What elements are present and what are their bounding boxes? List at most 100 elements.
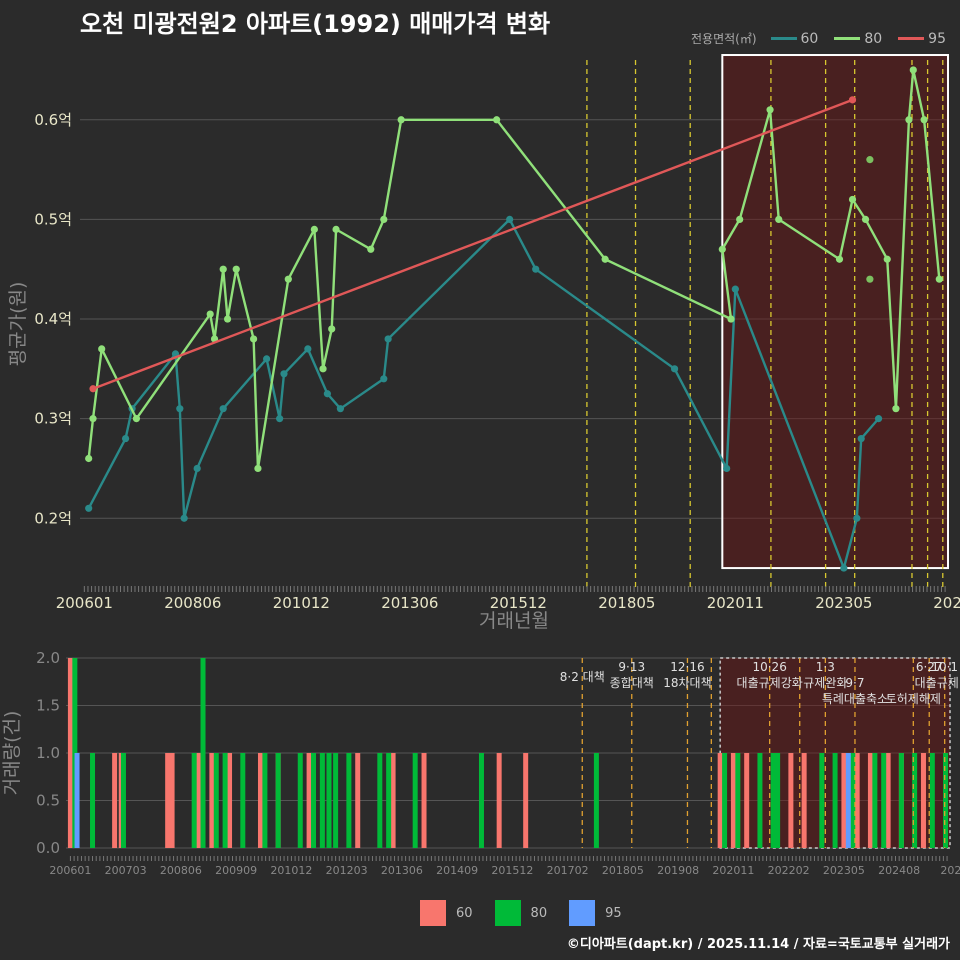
legend-item-95: 95 <box>894 31 946 47</box>
volume-bar-80 <box>200 658 206 848</box>
price-x-tick: 2025 <box>933 594 960 612</box>
price-point-80 <box>848 195 857 204</box>
volume-x-tick: 200909 <box>215 864 257 877</box>
volume-bar-60 <box>920 753 926 848</box>
policy-annotation: 12·16 <box>670 660 704 674</box>
chart-title: 오천 미광전원2 아파트(1992) 매매가격 변화 <box>80 10 551 38</box>
vol-legend-label-80: 80 <box>530 905 548 921</box>
price-point-80 <box>601 255 609 263</box>
volume-bar-80 <box>90 753 96 848</box>
price-point-80 <box>775 215 783 223</box>
price-point-80 <box>397 116 405 124</box>
legend-item-60: 60 <box>767 30 819 47</box>
volume-bar-60 <box>523 753 529 848</box>
volume-bar-60 <box>717 753 723 848</box>
price-point-60 <box>840 564 848 572</box>
price-y-tick: 0.4억 <box>34 310 72 328</box>
volume-bar-60 <box>390 753 396 848</box>
volume-x-tick: 201908 <box>657 864 699 877</box>
price-point-80 <box>718 245 726 253</box>
volume-bar-60 <box>257 753 263 848</box>
price-point-60 <box>532 265 540 273</box>
volume-bar-60 <box>196 753 202 848</box>
vol-legend-item-80: 80 <box>494 900 548 926</box>
volume-x-tick: 200806 <box>160 864 202 877</box>
volume-bar-80 <box>120 753 126 848</box>
volume-bar-80 <box>326 753 332 848</box>
price-point-80 <box>250 335 258 343</box>
price-x-tick: 201012 <box>273 594 330 612</box>
price-point-80 <box>905 116 913 124</box>
volume-x-tick: 200601 <box>49 864 91 877</box>
price-point-80 <box>132 415 141 423</box>
price-point-60 <box>280 370 288 378</box>
policy-annotation: 6·27 <box>916 660 943 674</box>
legend-label-60: 60 <box>800 30 819 47</box>
price-y-axis-title: 평균가(원) <box>7 282 29 367</box>
volume-bar-60 <box>744 753 750 848</box>
volume-bar-80 <box>735 753 741 848</box>
policy-annotation: 대출규제 <box>915 676 959 690</box>
price-x-tick: 200601 <box>56 594 113 612</box>
volume-x-tick: 201512 <box>491 864 533 877</box>
price-point-80 <box>85 454 93 463</box>
volume-x-tick: 202011 <box>712 864 754 877</box>
volume-bar-80 <box>898 753 904 848</box>
volume-bar-60 <box>165 753 171 848</box>
volume-bar-60 <box>169 753 175 848</box>
price-legend: 전용면적(㎡) 60 80 95 <box>691 30 952 47</box>
price-y-tick: 0.5억 <box>34 210 72 228</box>
volume-bar-80 <box>412 753 418 848</box>
vol-legend-swatch-80 <box>494 900 521 926</box>
price-x-tick: 202011 <box>707 594 764 612</box>
volume-bar-80 <box>262 753 268 848</box>
volume-bar-80 <box>297 753 303 848</box>
policy-annotation: 8·2 대책 <box>560 669 605 684</box>
volume-bar-60 <box>788 753 794 848</box>
price-point-80 <box>254 464 262 473</box>
policy-annotation: 9·13 <box>618 660 645 674</box>
price-point-80 <box>328 325 336 333</box>
policy-annotation: 규제완화 <box>803 676 847 690</box>
price-point-80 <box>223 315 232 323</box>
volume-bar-80 <box>593 753 599 848</box>
price-point-60 <box>121 434 130 443</box>
policy-annotation: 1·3 <box>816 660 835 674</box>
volume-bar-80 <box>912 753 918 848</box>
volume-bar-95 <box>74 753 80 848</box>
price-point-60 <box>874 415 883 423</box>
volume-y-tick: 2.0 <box>36 649 60 667</box>
volume-legend: 60 80 95 <box>420 900 634 926</box>
volume-bar-80 <box>872 753 878 848</box>
volume-bar-80 <box>757 753 763 848</box>
price-point-80 <box>727 315 735 323</box>
price-point-60 <box>193 464 201 473</box>
price-point-80 <box>206 310 214 318</box>
volume-bar-60 <box>112 753 118 848</box>
volume-bar-60 <box>496 753 502 848</box>
price-y-tick: 0.6억 <box>34 111 72 129</box>
volume-bar-80 <box>943 753 949 848</box>
price-point-60 <box>857 434 865 443</box>
price-point-60 <box>304 345 312 353</box>
volume-bar-60 <box>306 753 312 848</box>
volume-y-axis-title: 거래량(건) <box>1 711 23 796</box>
price-point-60 <box>176 405 184 413</box>
volume-bar-60 <box>854 753 860 848</box>
volume-x-tick: 201805 <box>602 864 644 877</box>
vol-legend-label-60: 60 <box>456 905 473 921</box>
price-point-80 <box>367 245 375 253</box>
price-highlight-box <box>721 54 949 570</box>
policy-annotation: 9·7 <box>845 676 864 690</box>
price-point-80 <box>98 345 106 353</box>
volume-bar-80 <box>881 753 887 848</box>
price-y-tick: 0.2억 <box>34 509 72 527</box>
vol-legend-swatch-95 <box>569 900 596 926</box>
volume-bar-60 <box>841 753 847 848</box>
volume-bar-80 <box>819 753 825 848</box>
volume-x-tick: 201702 <box>547 864 589 877</box>
volume-bar-80 <box>275 753 281 848</box>
volume-bar-80 <box>832 753 838 848</box>
volume-x-tick: 202305 <box>823 864 865 877</box>
